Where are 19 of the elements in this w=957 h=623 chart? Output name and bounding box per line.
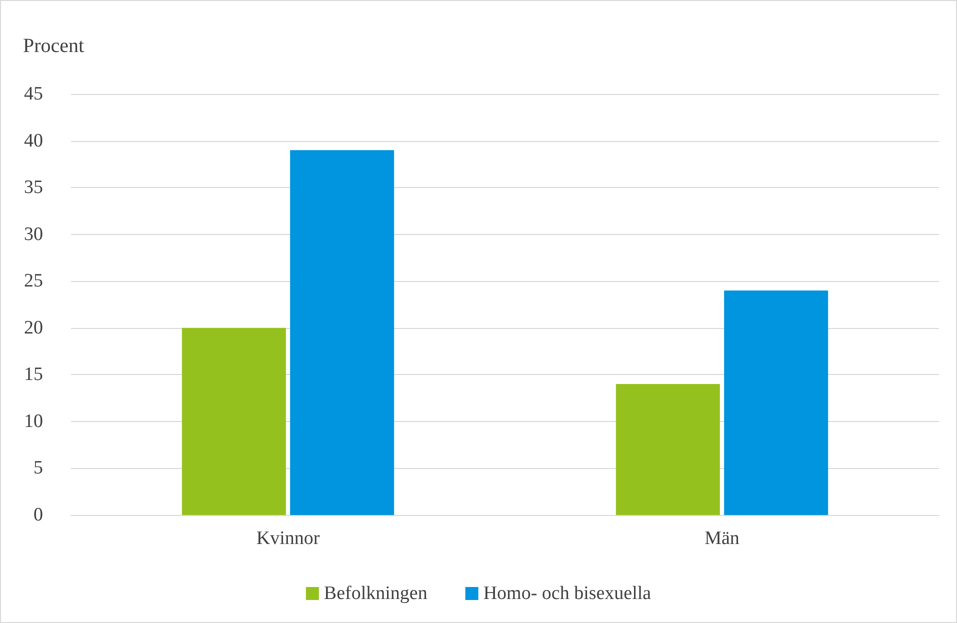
y-tick-label: 10 — [24, 410, 43, 432]
y-tick-label: 30 — [24, 224, 43, 245]
bar — [616, 384, 720, 515]
x-tick-label: Kvinnor — [256, 528, 320, 549]
y-tick-label: 35 — [24, 177, 43, 198]
y-tick-label: 15 — [24, 364, 43, 386]
x-tick-label: Män — [704, 528, 740, 549]
y-tick-label: 0 — [34, 504, 43, 526]
y-tick-label: 45 — [24, 84, 43, 104]
y-tick-label: 25 — [24, 270, 43, 292]
y-tick-label: 5 — [34, 458, 43, 479]
y-tick-label: 40 — [24, 130, 43, 152]
bar — [290, 150, 394, 515]
bar — [182, 328, 286, 515]
y-tick-label: 20 — [24, 317, 43, 338]
legend-label: Befolkningen — [324, 583, 428, 604]
legend-label: Homo- och bisexuella — [483, 583, 652, 604]
bar — [724, 290, 828, 515]
y-axis-title: Procent — [23, 35, 85, 57]
